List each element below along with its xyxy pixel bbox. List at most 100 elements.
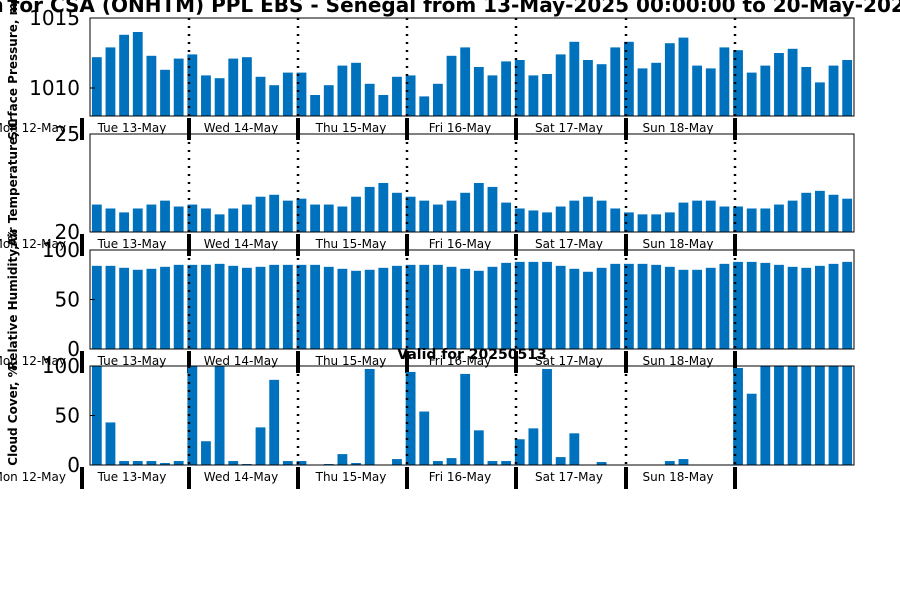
bar — [337, 206, 348, 232]
day-label: Wed 14-May — [204, 470, 278, 484]
bar — [569, 41, 580, 116]
bar — [583, 196, 593, 232]
bar — [664, 212, 675, 232]
bar — [473, 430, 484, 465]
bar — [392, 265, 402, 349]
bar — [201, 75, 211, 116]
day-label: Fri 16-May — [429, 470, 492, 484]
bar — [173, 206, 184, 232]
bar — [255, 76, 266, 116]
bar — [842, 60, 853, 116]
bar — [160, 266, 170, 349]
bar — [610, 208, 621, 232]
bar — [569, 200, 580, 232]
bar — [583, 60, 593, 116]
bar — [487, 186, 498, 232]
bar — [241, 57, 252, 116]
day-label: Thu 15-May — [315, 237, 387, 251]
bar — [146, 204, 157, 232]
day-label: Wed 14-May — [204, 354, 278, 368]
bar — [378, 267, 389, 349]
y-axis-label: Relative Humidity, % — [6, 229, 20, 370]
bar — [105, 422, 116, 465]
bar — [692, 269, 703, 349]
bar — [255, 427, 266, 465]
bar — [801, 267, 812, 349]
bar — [542, 261, 552, 349]
bar — [351, 62, 361, 116]
bar — [528, 261, 539, 349]
bar — [337, 268, 348, 349]
bar — [255, 266, 266, 349]
bar — [814, 190, 825, 232]
bar — [323, 85, 334, 116]
bar — [460, 373, 471, 465]
bar — [146, 461, 157, 465]
y-tick-label: 50 — [55, 404, 80, 428]
bar — [419, 411, 430, 465]
bar — [787, 266, 798, 349]
day-label: Thu 15-May — [315, 121, 387, 135]
day-label: Wed 14-May — [204, 237, 278, 251]
bar — [146, 55, 157, 116]
bar — [187, 54, 198, 116]
bar — [787, 48, 798, 116]
bar — [337, 454, 348, 465]
bar — [201, 264, 211, 349]
y-axis-label: Cloud Cover, % — [6, 365, 20, 465]
y-tick-label: 20 — [55, 220, 80, 244]
bar — [542, 212, 552, 232]
bar — [310, 95, 321, 116]
bar — [528, 75, 539, 116]
bar — [514, 439, 525, 465]
day-label: Tue 13-May — [97, 237, 167, 251]
bar — [842, 366, 853, 465]
bar — [828, 263, 839, 349]
bar — [664, 461, 675, 465]
bar — [446, 266, 457, 349]
bar — [446, 458, 457, 465]
bar — [214, 78, 225, 116]
y-tick-label: 50 — [55, 288, 80, 312]
bar — [378, 95, 389, 116]
bar — [132, 208, 143, 232]
bar — [228, 461, 239, 465]
chart-title: Meteogram for CSA (ONHTM) PPL EBS - Sene… — [0, 0, 900, 17]
bar — [760, 208, 771, 232]
bar — [392, 76, 402, 116]
bar — [501, 61, 512, 116]
bar — [405, 371, 416, 465]
bar — [392, 459, 402, 465]
bar — [187, 366, 198, 465]
bar — [842, 198, 853, 232]
bar — [760, 262, 771, 349]
y-axis-label: Air Temperature, C — [6, 119, 20, 247]
bar — [160, 200, 170, 232]
bar — [91, 366, 102, 465]
bar — [282, 461, 293, 465]
bar — [91, 265, 102, 349]
bar — [187, 264, 198, 349]
bar — [678, 269, 689, 349]
bar — [501, 202, 512, 232]
bar — [664, 266, 675, 349]
plot-frame — [89, 133, 855, 233]
day-label: Mon 12-May — [0, 121, 66, 135]
bar — [460, 192, 471, 232]
bar — [269, 194, 280, 232]
day-label: Sat 17-May — [535, 237, 603, 251]
bar — [473, 270, 484, 349]
panel-2: 20 25 Air Temperature, CMon 12-May Tue 13-M… — [0, 119, 855, 256]
bar — [310, 204, 321, 232]
bar — [432, 83, 443, 116]
bar — [119, 267, 130, 349]
bar — [828, 65, 839, 116]
bar — [719, 263, 730, 349]
bar — [487, 75, 498, 116]
bar — [555, 206, 566, 232]
bar — [596, 462, 607, 465]
bar — [214, 214, 225, 232]
day-label: Sun 18-May — [642, 354, 713, 368]
bar — [296, 461, 307, 465]
bar — [623, 263, 634, 349]
